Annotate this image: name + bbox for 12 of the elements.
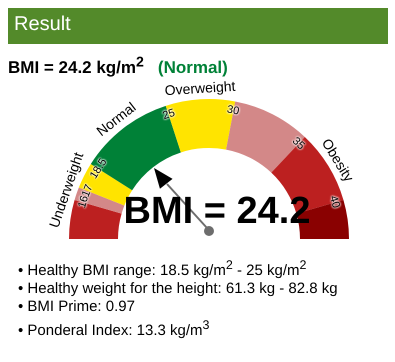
- text: • BMI Prime: 0.97: [18, 298, 136, 316]
- text: 35: [290, 134, 307, 152]
- text: 40: [326, 194, 342, 210]
- slice-label: Overweight: [164, 78, 236, 98]
- text: (Normal): [158, 58, 228, 77]
- text: • Healthy weight for the height: 61.3 kg - 82.8 kg: [18, 280, 339, 298]
- chart-title: Result: [8, 8, 388, 44]
- text: 30: [226, 103, 241, 118]
- chart-subtitle: BMI = 24.2 kg/m$^{2}$: [8, 54, 144, 77]
- text: • Healthy BMI range: 18.5 kg/m$^{2}$ - 25 kg/m$^{2}$: [18, 256, 308, 280]
- text: 25: [160, 106, 176, 122]
- text: • Ponderal Index: 13.3 kg/m$^{3}$: [18, 316, 210, 340]
